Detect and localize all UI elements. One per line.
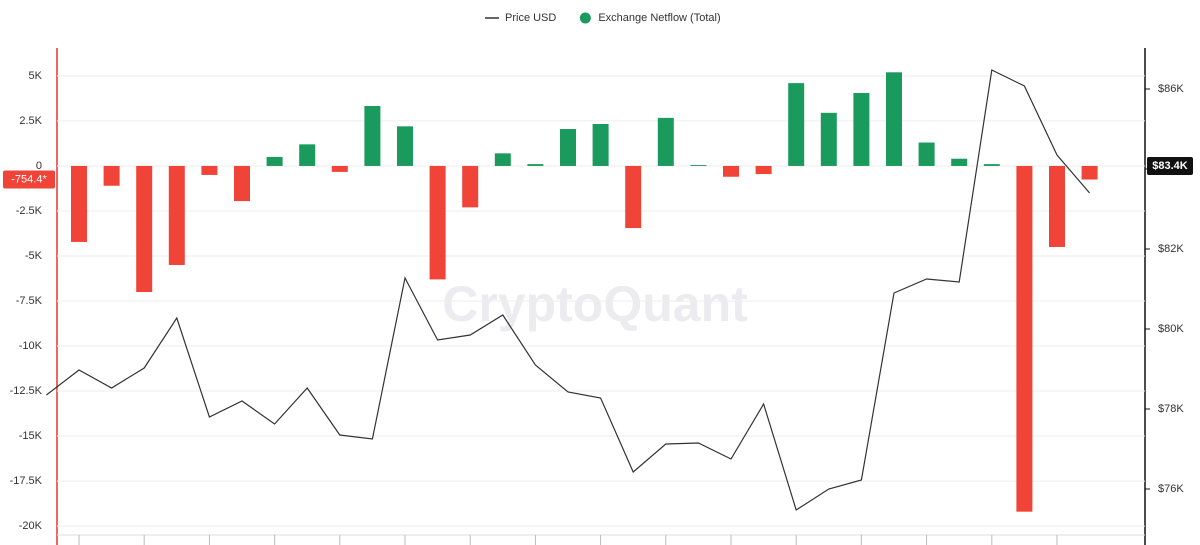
bar [723,165,739,177]
y2-tick-label: $82K [1158,243,1184,255]
legend-label: Exchange Netflow (Total) [598,12,720,24]
bar [820,112,837,166]
y2-tick-label: $86K [1158,83,1184,95]
bar [560,129,576,166]
bar [657,117,674,166]
y-tick-label: -10K [19,340,43,352]
bar [201,165,218,175]
bar [755,165,772,175]
y2-tick-label: $76K [1158,483,1184,495]
y-tick-label: 0 [36,160,42,172]
y2-tick-label: $80K [1158,323,1184,335]
y-tick-label: -20K [19,520,43,532]
last-value-badge [1147,157,1193,175]
bar [103,165,120,186]
bar [462,165,479,208]
legend-label: Price USD [505,12,556,24]
bar [136,165,153,292]
bar [592,123,609,166]
last-value-label: $83.4K [1152,160,1188,172]
y2-tick-label: $78K [1158,403,1184,415]
bar [1049,165,1065,247]
last-value-badge [3,170,55,189]
bar [266,156,283,166]
bar [951,158,968,166]
bar [1016,165,1033,512]
bar [299,144,316,166]
y-tick-label: -17.5K [10,475,43,487]
bar [331,165,348,172]
last-value-label: -754.4* [11,173,47,185]
price-line [46,69,1091,511]
bar [853,93,870,166]
bar [983,164,1000,166]
bar [788,83,805,166]
y-tick-label: -12.5K [10,385,43,397]
bar [168,165,185,265]
bar [886,72,902,166]
bar [364,105,381,166]
y-tick-label: -5K [25,250,43,262]
bar [494,153,511,166]
bar [429,165,446,280]
bar [625,165,642,229]
bar [690,165,707,166]
y-tick-label: -7.5K [16,295,43,307]
legend-swatch [579,12,591,24]
bar [71,165,87,242]
bar [527,164,544,166]
bar [918,142,935,166]
bar [397,126,413,166]
y-tick-label: -2.5K [16,205,43,217]
watermark: CryptoQuant [442,276,748,332]
y-tick-label: 2.5K [19,115,42,127]
y-tick-label: 5K [29,70,43,82]
y-tick-label: -15K [19,430,43,442]
bar [1081,165,1098,180]
bar [234,165,250,202]
